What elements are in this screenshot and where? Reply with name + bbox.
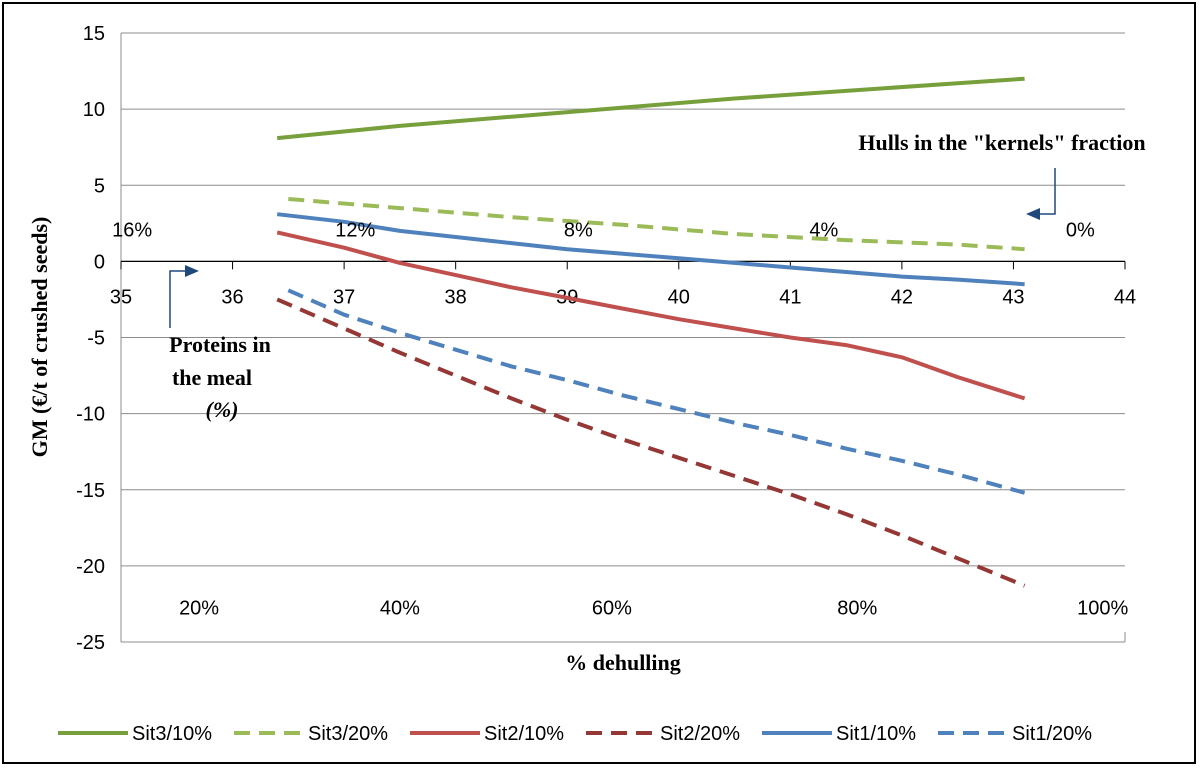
hulls-label: 8% [564, 219, 593, 241]
dehulling-label: 100% [1077, 598, 1128, 620]
legend: Sit3/10% Sit3/20% Sit2/10% Sit2/20% Sit1/10%… [58, 723, 1092, 745]
hulls-arrow [1026, 168, 1056, 220]
legend-label: Sit3/20% [308, 723, 388, 745]
y-tick-label: -15 [76, 480, 105, 502]
dehulling-label: 60% [592, 598, 632, 620]
x-tick-label: 42 [891, 286, 913, 308]
x-tick-label: 40 [668, 286, 690, 308]
legend-label: Sit2/20% [660, 723, 740, 745]
hulls-label: 12% [335, 219, 375, 241]
y-tick-label: -20 [76, 556, 105, 578]
legend-label: Sit1/20% [1012, 723, 1092, 745]
gridlines [120, 32, 1126, 643]
proteins-annotation-line2: the meal [172, 365, 252, 390]
proteins-arrow [169, 265, 199, 328]
series-line-sit2-10- [276, 230, 1026, 401]
x-tick-label: 41 [779, 286, 801, 308]
y-tick-label: 15 [83, 23, 105, 45]
dehulling-label: 40% [380, 598, 420, 620]
hulls-label: 0% [1066, 219, 1095, 241]
hulls-label: 16% [112, 219, 152, 241]
series-line-sit3-20- [288, 197, 1025, 252]
y-tick-label: 5 [94, 175, 105, 197]
legend-label: Sit1/10% [836, 723, 916, 745]
secondary-labels: 16% 12% 8% 4% 0% 20% 40% 60% 80% 100% [112, 219, 1128, 619]
x-tick-label: 44 [1114, 286, 1136, 308]
dehulling-label: 20% [179, 598, 219, 620]
series-line-sit1-10- [276, 212, 1025, 287]
hulls-label: 4% [809, 219, 838, 241]
series-line-sit2-20- [276, 297, 1026, 588]
series-line-sit3-10- [277, 76, 1025, 141]
y-axis-title: GM (€/t of crushed seeds) [27, 217, 52, 458]
x-tick-label: 43 [1002, 286, 1024, 308]
x-axis-title: % dehulling [565, 650, 681, 675]
y-tick-label: -25 [76, 632, 105, 654]
y-tick-label: 10 [83, 99, 105, 121]
x-tick-label: 38 [445, 286, 467, 308]
y-tick-label: 0 [94, 251, 105, 273]
legend-label: Sit3/10% [132, 723, 212, 745]
x-tick-label: 36 [221, 286, 243, 308]
proteins-annotation-line1: Proteins in [169, 332, 271, 357]
legend-label: Sit2/10% [484, 723, 564, 745]
x-axis: 35 36 37 38 39 40 41 42 43 44 [110, 260, 1136, 308]
y-tick-label: -10 [76, 404, 105, 426]
dehulling-label: 80% [837, 598, 877, 620]
hulls-annotation: Hulls in the "kernels" fraction [858, 130, 1145, 155]
proteins-annotation-line3: (%) [206, 397, 239, 422]
x-tick-label: 37 [333, 286, 355, 308]
y-axis-ticks: 15 10 5 0 -5 -10 -15 -20 -25 [76, 23, 105, 654]
series-line-sit1-20- [287, 288, 1026, 495]
x-tick-label: 35 [110, 286, 132, 308]
y-tick-label: -5 [87, 328, 105, 350]
series-lines [276, 76, 1026, 588]
